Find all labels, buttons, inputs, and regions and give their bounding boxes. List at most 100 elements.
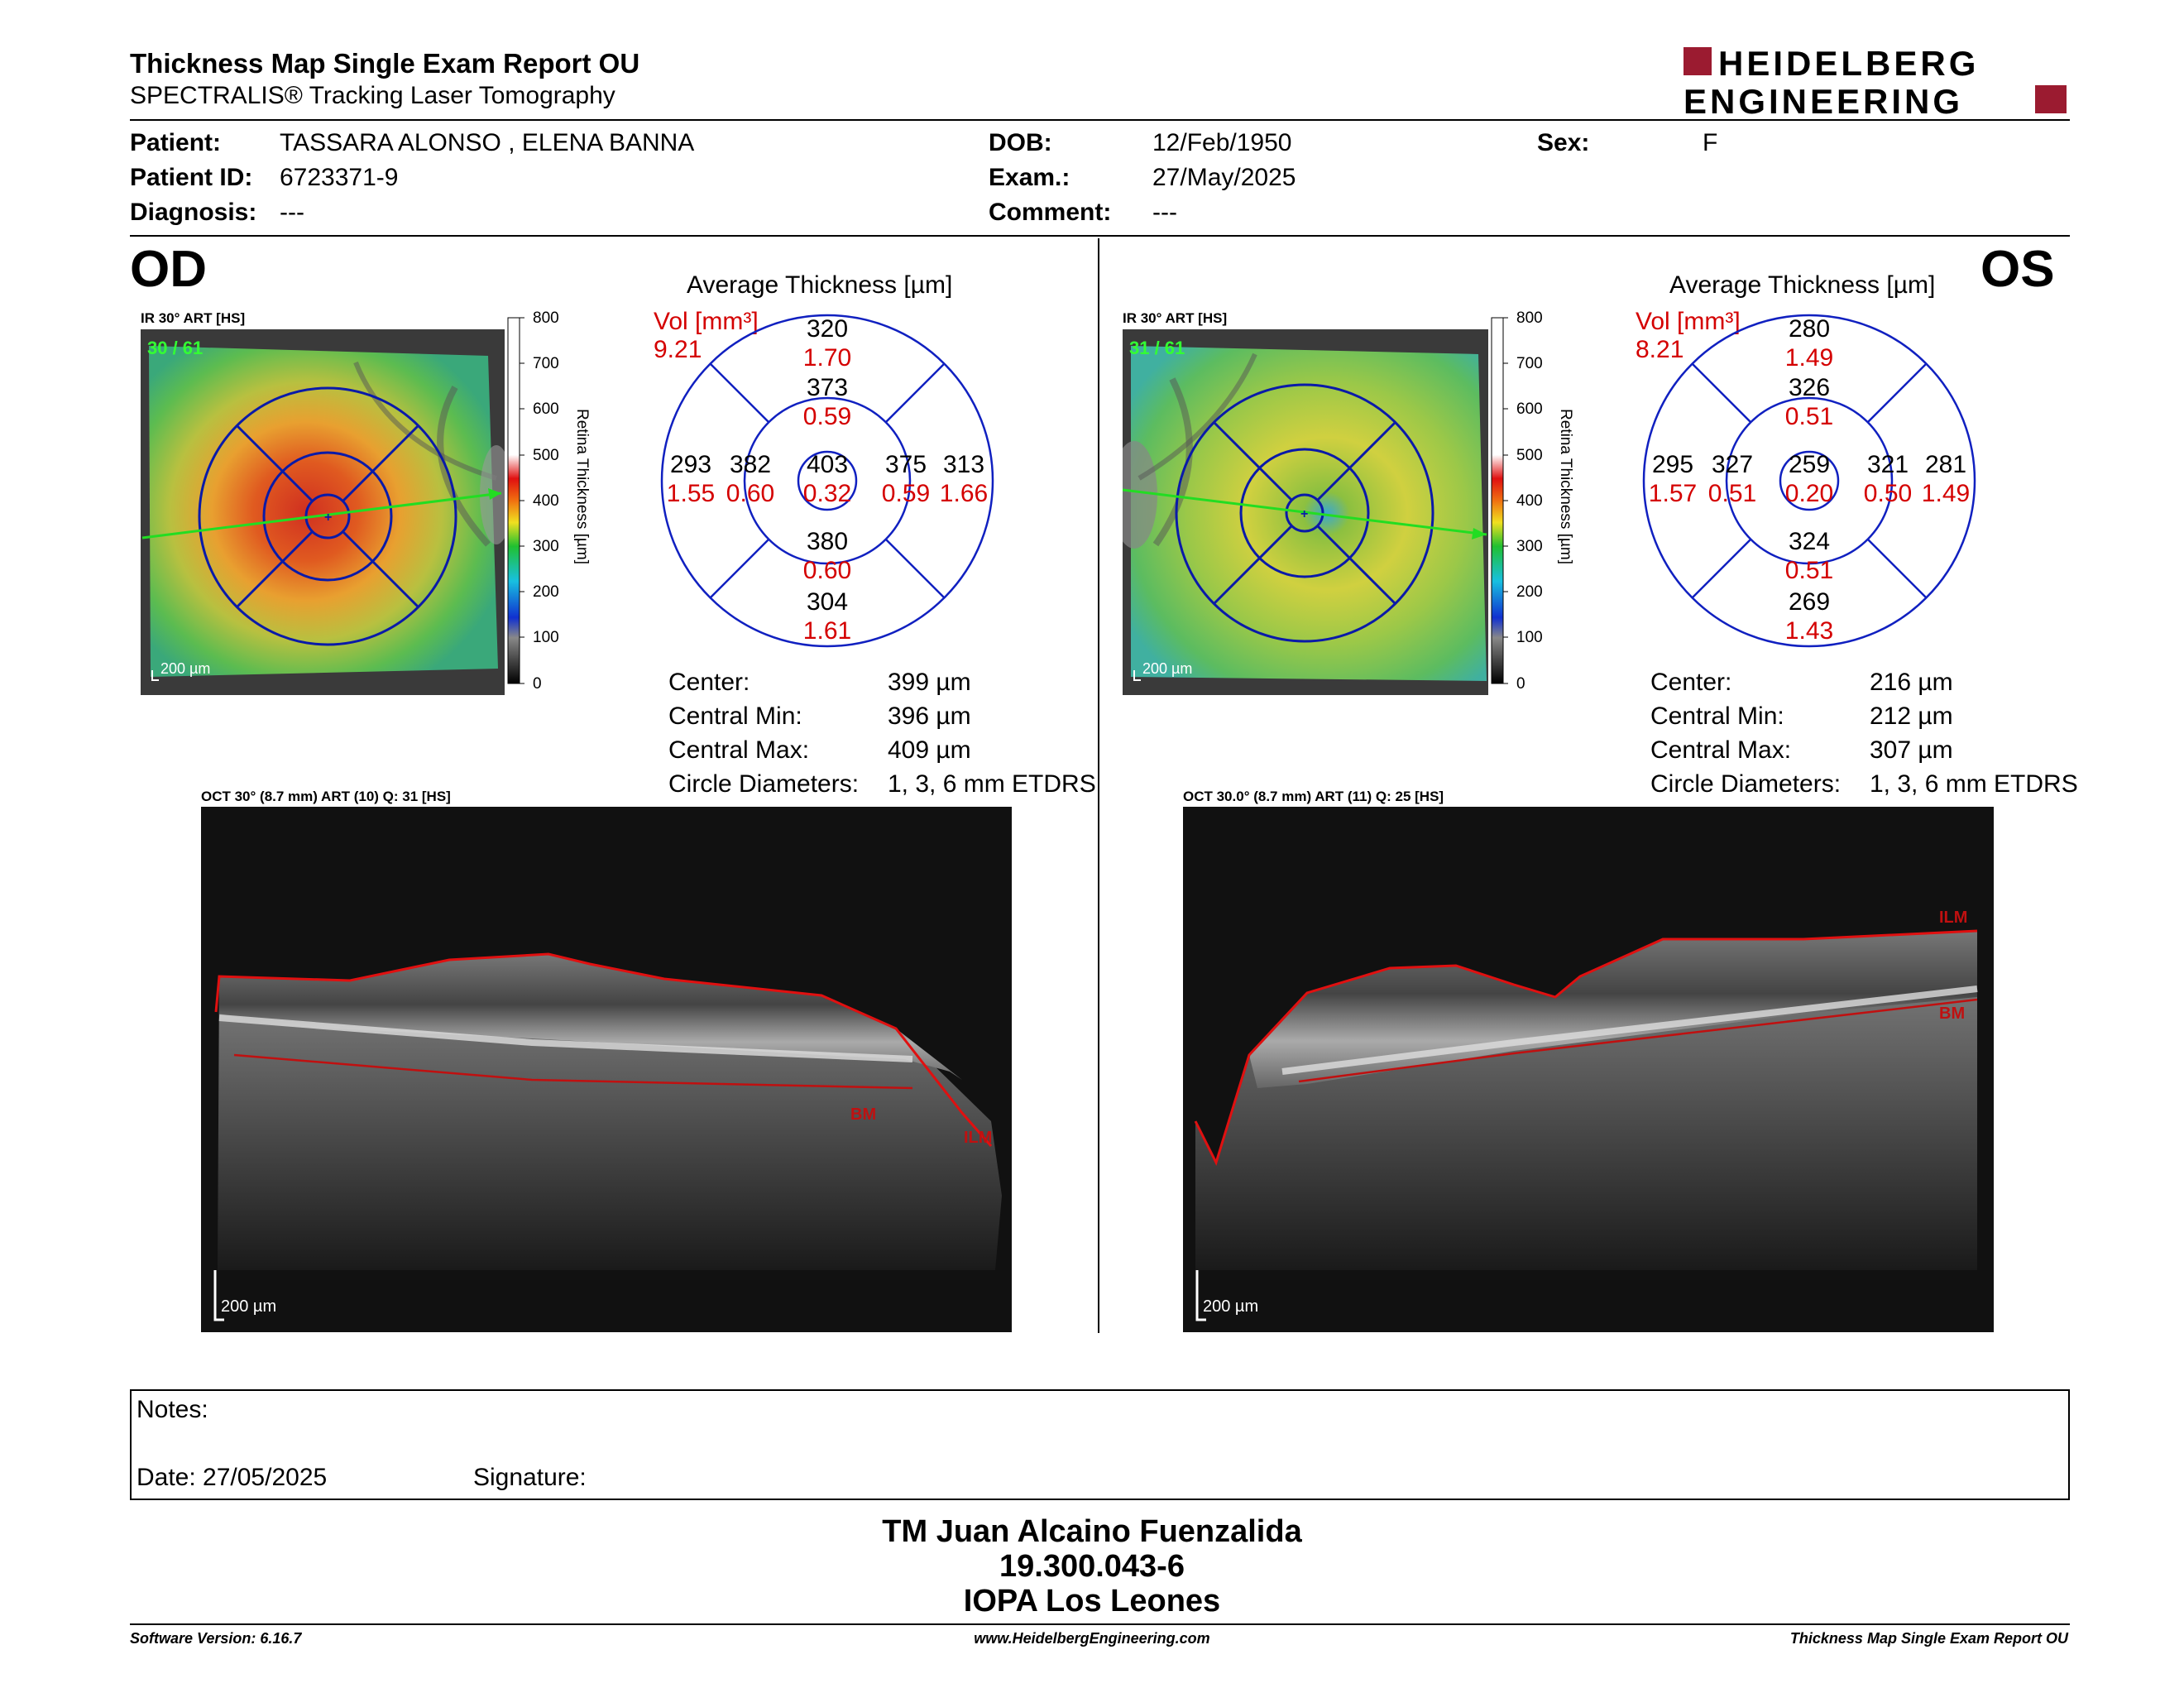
vol-value-os: 8.21 bbox=[1636, 336, 1684, 363]
eye-label-od: OD bbox=[130, 241, 207, 298]
exam-label: Exam.: bbox=[989, 164, 1070, 191]
od-outer-right-vol: 1.66 bbox=[939, 480, 989, 507]
frames-od: 30 / 61 bbox=[147, 338, 203, 358]
tick-500: 500 bbox=[533, 447, 559, 464]
tick-200: 200 bbox=[533, 583, 559, 601]
od-inner-top: 373 bbox=[806, 374, 849, 401]
os-inner-left: 327 bbox=[1711, 451, 1754, 478]
od-center: 403 bbox=[806, 451, 849, 478]
tick-700: 700 bbox=[1516, 355, 1543, 372]
tick-200: 200 bbox=[1516, 583, 1543, 601]
oct-scale-os: 200 µm bbox=[1203, 1297, 1258, 1316]
os-outer-left-vol: 1.57 bbox=[1648, 480, 1698, 507]
os-stat-min-value: 212 µm bbox=[1870, 703, 1953, 730]
exam-value: 27/May/2025 bbox=[1152, 164, 1296, 191]
od-outer-left-vol: 1.55 bbox=[666, 480, 716, 507]
tick-0: 0 bbox=[1516, 675, 1525, 693]
os-outer-bottom-vol: 1.43 bbox=[1784, 617, 1834, 645]
os-center-vol: 0.20 bbox=[1784, 480, 1834, 507]
oct-label-od: OCT 30° (8.7 mm) ART (10) Q: 31 [HS] bbox=[201, 789, 451, 804]
column-divider bbox=[1098, 238, 1099, 1333]
os-stat-diam-value: 1, 3, 6 mm ETDRS bbox=[1870, 770, 2078, 798]
signer-org: IOPA Los Leones bbox=[963, 1584, 1221, 1618]
os-outer-top-vol: 1.49 bbox=[1784, 344, 1834, 372]
os-stat-min-label: Central Min: bbox=[1650, 703, 1784, 730]
od-inner-bottom-vol: 0.60 bbox=[802, 557, 852, 584]
patient-id-label: Patient ID: bbox=[130, 164, 253, 191]
tick-400: 400 bbox=[533, 492, 559, 510]
tick-400: 400 bbox=[1516, 492, 1543, 510]
tick-0: 0 bbox=[533, 675, 542, 693]
os-stat-center-value: 216 µm bbox=[1870, 669, 1953, 696]
od-inner-right-vol: 0.59 bbox=[881, 480, 931, 507]
od-outer-bottom-vol: 1.61 bbox=[802, 617, 852, 645]
ir-label-od: IR 30° ART [HS] bbox=[141, 310, 246, 326]
os-outer-right: 281 bbox=[1924, 451, 1967, 478]
od-inner-top-vol: 0.59 bbox=[802, 403, 852, 430]
signer-id: 19.300.043-6 bbox=[999, 1549, 1185, 1584]
tick-100: 100 bbox=[533, 629, 559, 646]
od-inner-left-vol: 0.60 bbox=[726, 480, 775, 507]
od-center-vol: 0.32 bbox=[802, 480, 852, 507]
avg-title-os: Average Thickness [µm] bbox=[1669, 271, 1936, 299]
svg-text:+: + bbox=[1300, 507, 1308, 521]
sex-value: F bbox=[1703, 129, 1718, 156]
website-link[interactable]: www.HeidelbergEngineering.com bbox=[974, 1630, 1210, 1647]
diagnosis-label: Diagnosis: bbox=[130, 199, 257, 226]
etdrs-grid-od bbox=[660, 314, 994, 648]
ilm-label-od: ILM bbox=[964, 1129, 992, 1147]
os-stat-diam-label: Circle Diameters: bbox=[1650, 770, 1842, 798]
os-inner-bottom: 324 bbox=[1788, 528, 1831, 555]
od-inner-left: 382 bbox=[729, 451, 772, 478]
report-subtitle: SPECTRALIS® Tracking Laser Tomography bbox=[130, 82, 615, 109]
bm-label-od: BM bbox=[850, 1105, 876, 1124]
os-inner-top: 326 bbox=[1788, 374, 1831, 401]
vol-label-od: Vol [mm³] bbox=[654, 308, 759, 335]
patient-id: 6723371-9 bbox=[280, 164, 399, 191]
etdrs-grid-os bbox=[1642, 314, 1976, 648]
tick-800: 800 bbox=[1516, 309, 1543, 327]
os-inner-right-vol: 0.50 bbox=[1863, 480, 1913, 507]
vol-value-od: 9.21 bbox=[654, 336, 702, 363]
oct-scan-od: BM ILM 200 µm bbox=[201, 807, 1012, 1332]
od-outer-top: 320 bbox=[806, 315, 849, 343]
od-inner-bottom: 380 bbox=[806, 528, 849, 555]
colorbar-os: 800 700 600 500 400 300 200 100 0 Retina… bbox=[1491, 309, 1574, 693]
scale-od: 200 µm bbox=[160, 660, 210, 677]
os-outer-left: 295 bbox=[1651, 451, 1694, 478]
od-outer-top-vol: 1.70 bbox=[802, 344, 852, 372]
colorbar-title-os: Retina Thickness [µm] bbox=[1557, 409, 1574, 564]
od-stat-diam-value: 1, 3, 6 mm ETDRS bbox=[888, 770, 1096, 798]
logo-line1: HEIDELBERG bbox=[1718, 46, 1979, 83]
notes-box[interactable]: Notes: Date: 27/05/2025 Signature: bbox=[130, 1389, 2070, 1500]
signer-name: TM Juan Alcaino Fuenzalida bbox=[882, 1514, 1302, 1549]
os-inner-top-vol: 0.51 bbox=[1784, 403, 1834, 430]
colorbar-od: 800 700 600 500 400 300 200 100 0 Retina… bbox=[507, 309, 591, 693]
oct-label-os: OCT 30.0° (8.7 mm) ART (11) Q: 25 [HS] bbox=[1183, 789, 1444, 804]
logo-line2: ENGINEERING bbox=[1684, 82, 1963, 116]
divider bbox=[130, 119, 2070, 121]
os-outer-right-vol: 1.49 bbox=[1921, 480, 1971, 507]
diagnosis-value: --- bbox=[280, 199, 304, 226]
od-stat-max-value: 409 µm bbox=[888, 736, 971, 764]
sex-label: Sex: bbox=[1537, 129, 1590, 156]
report-title: Thickness Map Single Exam Report OU bbox=[130, 48, 640, 79]
oct-scale-od: 200 µm bbox=[221, 1297, 276, 1316]
od-stat-min-value: 396 µm bbox=[888, 703, 971, 730]
thickness-map-od: + 30 / 61 200 µm bbox=[141, 329, 505, 695]
tick-800: 800 bbox=[533, 309, 559, 327]
os-inner-bottom-vol: 0.51 bbox=[1784, 557, 1834, 584]
eye-label-os: OS bbox=[1980, 241, 2055, 298]
thickness-map-os: + 31 / 61 200 µm bbox=[1123, 329, 1488, 695]
tick-700: 700 bbox=[533, 355, 559, 372]
dob-value: 12/Feb/1950 bbox=[1152, 129, 1292, 156]
tick-100: 100 bbox=[1516, 629, 1543, 646]
os-inner-left-vol: 0.51 bbox=[1707, 480, 1757, 507]
tick-300: 300 bbox=[533, 538, 559, 555]
date-label: Date: 27/05/2025 bbox=[136, 1464, 328, 1491]
tick-600: 600 bbox=[1516, 400, 1543, 418]
colorbar-title-od: Retina Thickness [µm] bbox=[573, 409, 591, 564]
od-outer-bottom: 304 bbox=[806, 588, 849, 616]
od-stat-center-label: Center: bbox=[668, 669, 750, 696]
oct-scan-os: ILM BM 200 µm bbox=[1183, 807, 1994, 1332]
